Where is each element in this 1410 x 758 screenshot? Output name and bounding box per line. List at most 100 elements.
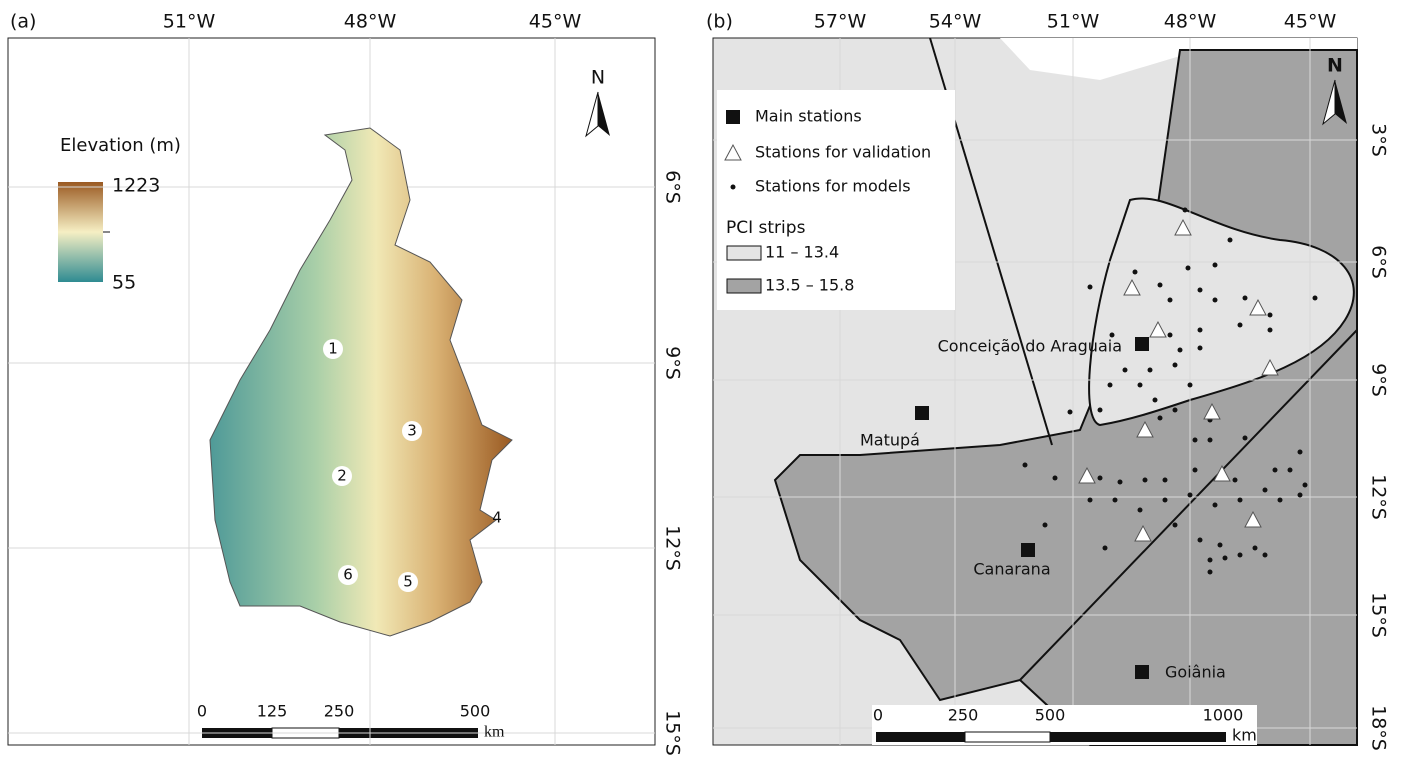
station-dot — [1193, 438, 1198, 443]
station-dot — [1208, 570, 1213, 575]
legend-item: 11 – 13.4 — [765, 243, 839, 262]
longitude-label: 45°W — [529, 11, 582, 33]
station-dot — [1163, 478, 1168, 483]
station-dot — [1118, 480, 1123, 485]
latitude-label: 3°S — [1368, 123, 1390, 157]
figure: 51°W48°W45°W6°S9°S12°S15°S57°W54°W51°W48… — [0, 0, 1410, 758]
scale-label: 500 — [460, 702, 491, 721]
longitude-label: 57°W — [814, 11, 867, 33]
station-dot — [1238, 498, 1243, 503]
station-dot — [1043, 523, 1048, 528]
station-dot — [1068, 410, 1073, 415]
station-dot — [1188, 493, 1193, 498]
panel-label: (a) — [10, 11, 36, 33]
station-dot — [1168, 298, 1173, 303]
station-square — [915, 406, 929, 420]
legend-square — [726, 110, 740, 124]
latitude-label: 15°S — [662, 710, 684, 756]
station-dot — [1023, 463, 1028, 468]
station-label: Matupá — [860, 431, 920, 450]
station-dot — [1238, 323, 1243, 328]
longitude-label: 51°W — [1047, 11, 1100, 33]
station-dot — [1173, 408, 1178, 413]
station-dot — [1133, 270, 1138, 275]
legend-item: 13.5 – 15.8 — [765, 276, 854, 295]
station-dot — [1268, 328, 1273, 333]
legend-swatch — [727, 279, 761, 293]
scale-label: 250 — [948, 706, 979, 725]
station-dot — [1218, 543, 1223, 548]
latitude-label: 6°S — [1368, 245, 1390, 279]
station-square — [1135, 665, 1149, 679]
legend-title: PCI strips — [726, 218, 806, 238]
station-label: Goiânia — [1165, 663, 1226, 682]
station-dot — [1183, 208, 1188, 213]
station-dot — [1088, 498, 1093, 503]
station-dot — [1238, 553, 1243, 558]
station-dot — [1288, 468, 1293, 473]
legend-item: Main stations — [755, 107, 862, 126]
station-label: Canarana — [973, 560, 1050, 579]
longitude-label: 54°W — [929, 11, 982, 33]
station-dot — [1198, 288, 1203, 293]
station-dot — [1173, 363, 1178, 368]
station-dot — [1198, 346, 1203, 351]
scale-unit: km — [484, 724, 505, 741]
station-dot — [1298, 450, 1303, 455]
station-dot — [1088, 285, 1093, 290]
legend-item: Stations for models — [755, 177, 911, 196]
scale-unit: km — [1232, 726, 1257, 745]
station-dot — [1263, 553, 1268, 558]
station-dot — [1143, 478, 1148, 483]
station-dot — [1098, 476, 1103, 481]
region-label: 1 — [328, 340, 338, 358]
legend-dot — [731, 185, 736, 190]
legend-swatch — [727, 246, 761, 260]
longitude-label: 48°W — [344, 11, 397, 33]
station-dot — [1208, 438, 1213, 443]
station-dot — [1188, 383, 1193, 388]
station-dot — [1263, 488, 1268, 493]
station-dot — [1223, 556, 1228, 561]
station-dot — [1123, 368, 1128, 373]
region-label: 4 — [492, 509, 502, 527]
latitude-label: 9°S — [662, 346, 684, 380]
station-dot — [1103, 546, 1108, 551]
station-dot — [1113, 498, 1118, 503]
scale-bar — [965, 732, 1050, 742]
scale-bar — [1050, 732, 1226, 742]
scale-label: 0 — [197, 702, 207, 721]
scale-bar — [876, 732, 965, 742]
station-dot — [1313, 296, 1318, 301]
station-dot — [1278, 498, 1283, 503]
station-dot — [1193, 468, 1198, 473]
station-dot — [1273, 468, 1278, 473]
north-label: N — [591, 67, 605, 89]
latitude-label: 18°S — [1368, 705, 1390, 751]
latitude-label: 6°S — [662, 170, 684, 204]
panel-label: (b) — [706, 11, 733, 33]
station-dot — [1158, 416, 1163, 421]
station-dot — [1243, 436, 1248, 441]
station-dot — [1243, 296, 1248, 301]
station-dot — [1253, 546, 1258, 551]
scale-label: 125 — [257, 702, 288, 721]
region-label: 5 — [403, 573, 413, 591]
longitude-label: 45°W — [1284, 11, 1337, 33]
station-dot — [1168, 333, 1173, 338]
longitude-label: 51°W — [163, 11, 216, 33]
station-dot — [1158, 283, 1163, 288]
station-dot — [1108, 383, 1113, 388]
station-dot — [1186, 266, 1191, 271]
station-dot — [1268, 313, 1273, 318]
station-dot — [1178, 348, 1183, 353]
latitude-label: 9°S — [1368, 363, 1390, 397]
station-dot — [1228, 238, 1233, 243]
station-dot — [1053, 476, 1058, 481]
longitude-label: 48°W — [1164, 11, 1217, 33]
station-dot — [1213, 503, 1218, 508]
latitude-label: 15°S — [1368, 592, 1390, 638]
station-dot — [1198, 328, 1203, 333]
station-dot — [1298, 493, 1303, 498]
region-label: 3 — [407, 422, 417, 440]
